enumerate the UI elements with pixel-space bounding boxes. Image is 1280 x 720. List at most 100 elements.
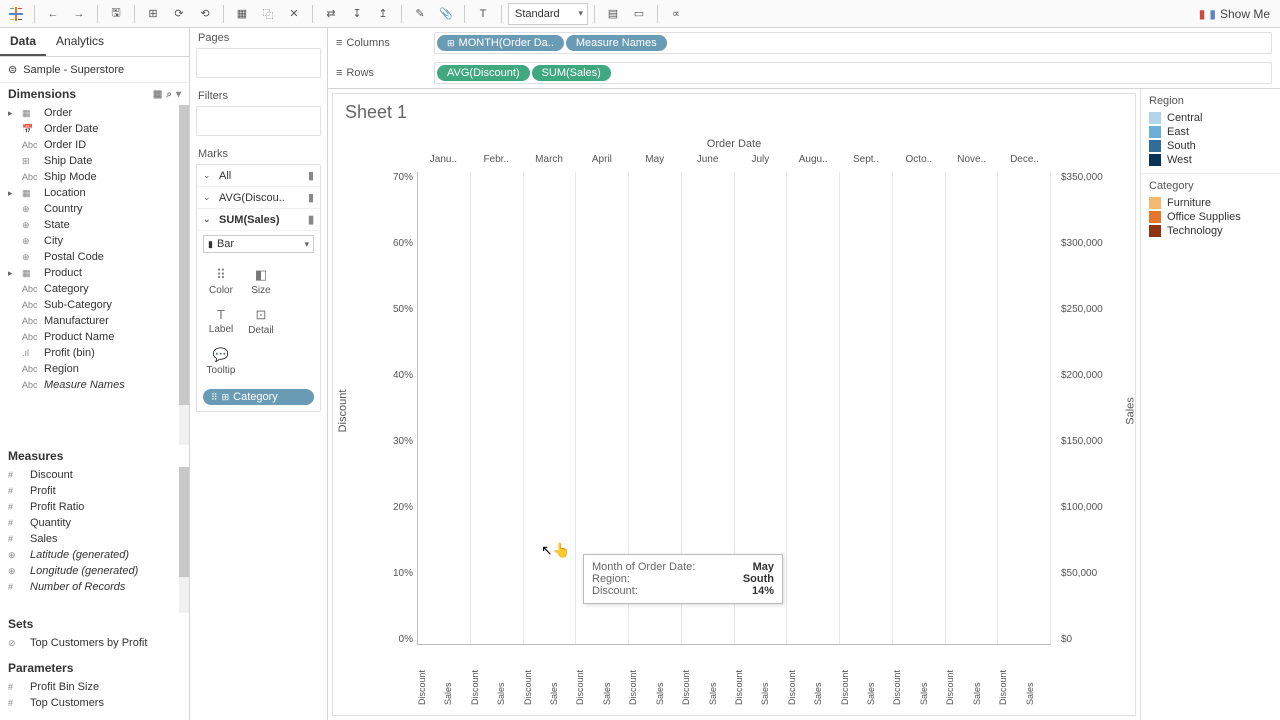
legend-item[interactable]: East	[1149, 125, 1272, 139]
legend-item[interactable]: Furniture	[1149, 196, 1272, 210]
legend-item[interactable]: Central	[1149, 111, 1272, 125]
tab-analytics[interactable]: Analytics	[46, 28, 114, 56]
field-top-customers[interactable]: #Top Customers	[0, 695, 189, 711]
field-profit-bin-size[interactable]: #Profit Bin Size	[0, 679, 189, 695]
mark-type-selector[interactable]: ▮Bar	[203, 235, 314, 253]
scrollbar-thumb[interactable]	[179, 105, 189, 405]
y-tick: 10%	[383, 568, 413, 579]
rows-shelf[interactable]: AVG(Discount)SUM(Sales)	[434, 62, 1272, 84]
field-manufacturer[interactable]: AbcManufacturer	[0, 313, 189, 329]
field-top-customers-by-profit[interactable]: ⊘Top Customers by Profit	[0, 635, 189, 651]
new-sheet-icon[interactable]: ▦	[230, 3, 254, 25]
highlight-icon[interactable]: ✎	[408, 3, 432, 25]
category-pill[interactable]: ⠿⊞Category	[203, 389, 314, 405]
field-city[interactable]: ⊕City	[0, 233, 189, 249]
cards-pane: Pages Filters Marks ⌄All▮⌄AVG(Discou..▮⌄…	[190, 28, 328, 720]
top-toolbar: ← → 🖫 ⊞ ⟳ ⟲ ▦ ⿻ ✕ ⇄ ↧ ↥ ✎ 📎 T Standard ▤…	[0, 0, 1280, 28]
pill[interactable]: ⊞MONTH(Order Da..	[437, 35, 564, 51]
y-right-axis-title: Sales	[1125, 397, 1136, 425]
duplicate-icon[interactable]: ⿻	[256, 3, 280, 25]
field-sales[interactable]: #Sales	[0, 531, 189, 547]
back-icon[interactable]: ←	[41, 3, 65, 25]
legend-item[interactable]: Office Supplies	[1149, 210, 1272, 224]
pill[interactable]: Measure Names	[566, 35, 667, 51]
visualization[interactable]: Sheet 1 Order Date Janu..Febr..MarchApri…	[332, 93, 1136, 716]
field-postal-code[interactable]: ⊕Postal Code	[0, 249, 189, 265]
refresh-data-icon[interactable]: ⟳	[167, 3, 191, 25]
label-icon[interactable]: T	[471, 3, 495, 25]
field-order-id[interactable]: AbcOrder ID	[0, 137, 189, 153]
clear-icon[interactable]: ✕	[282, 3, 306, 25]
mark-label[interactable]: TLabel	[201, 301, 241, 341]
field-profit-ratio[interactable]: #Profit Ratio	[0, 499, 189, 515]
field-location[interactable]: ▸▦Location	[0, 185, 189, 201]
tableau-logo[interactable]	[4, 3, 28, 25]
params-tree: #Profit Bin Size#Top Customers	[0, 679, 189, 719]
pill[interactable]: AVG(Discount)	[437, 65, 530, 81]
field-ship-mode[interactable]: AbcShip Mode	[0, 169, 189, 185]
field-latitude-generated-[interactable]: ⊕Latitude (generated)	[0, 547, 189, 563]
pause-icon[interactable]: ⟲	[193, 3, 217, 25]
marks-layer[interactable]: ⌄SUM(Sales)▮	[197, 209, 320, 231]
cards-icon[interactable]: ▤	[601, 3, 625, 25]
legend-item[interactable]: West	[1149, 153, 1272, 167]
tab-data[interactable]: Data	[0, 28, 46, 56]
menu-icon[interactable]: ▾	[176, 89, 181, 100]
present-icon[interactable]: ▭	[627, 3, 651, 25]
field-profit-bin-[interactable]: .ılProfit (bin)	[0, 345, 189, 361]
view-icon[interactable]: ▦	[153, 89, 162, 100]
save-icon[interactable]: 🖫	[104, 3, 128, 25]
scrollbar-thumb[interactable]	[179, 467, 189, 577]
month-label: Dece..	[998, 154, 1051, 165]
month-label: July	[734, 154, 787, 165]
x-label: Sales	[760, 670, 786, 707]
legend-item[interactable]: Technology	[1149, 224, 1272, 238]
field-product-name[interactable]: AbcProduct Name	[0, 329, 189, 345]
share-icon[interactable]: ∝	[664, 3, 688, 25]
field-region[interactable]: AbcRegion	[0, 361, 189, 377]
field-longitude-generated-[interactable]: ⊕Longitude (generated)	[0, 563, 189, 579]
mark-tooltip[interactable]: 💬Tooltip	[201, 341, 241, 381]
field-category[interactable]: AbcCategory	[0, 281, 189, 297]
field-number-of-records[interactable]: #Number of Records	[0, 579, 189, 595]
marks-layer[interactable]: ⌄All▮	[197, 165, 320, 187]
mark-color[interactable]: ⠿Color	[201, 261, 241, 301]
field-measure-names[interactable]: AbcMeasure Names	[0, 377, 189, 393]
field-quantity[interactable]: #Quantity	[0, 515, 189, 531]
group-icon[interactable]: 📎	[434, 3, 458, 25]
field-profit[interactable]: #Profit	[0, 483, 189, 499]
legend-item[interactable]: South	[1149, 139, 1272, 153]
new-data-icon[interactable]: ⊞	[141, 3, 165, 25]
search-icon[interactable]: ⌕	[166, 89, 172, 100]
forward-icon[interactable]: →	[67, 3, 91, 25]
columns-shelf[interactable]: ⊞MONTH(Order Da..Measure Names	[434, 32, 1272, 54]
field-sub-category[interactable]: AbcSub-Category	[0, 297, 189, 313]
mark-detail[interactable]: ⊡Detail	[241, 301, 281, 341]
field-product[interactable]: ▸▦Product	[0, 265, 189, 281]
x-label: Sales	[708, 670, 734, 707]
show-me-button[interactable]: ▮▮ Show Me	[1193, 7, 1276, 21]
x-label: Sales	[919, 670, 945, 707]
sort-asc-icon[interactable]: ↧	[345, 3, 369, 25]
field-country[interactable]: ⊕Country	[0, 201, 189, 217]
x-label: Discount	[523, 670, 549, 707]
field-state[interactable]: ⊕State	[0, 217, 189, 233]
field-order-date[interactable]: 📅Order Date	[0, 121, 189, 137]
legend-pane: Region CentralEastSouthWest Category Fur…	[1140, 89, 1280, 720]
x-label: Discount	[417, 670, 443, 707]
pages-shelf[interactable]	[196, 48, 321, 78]
pill[interactable]: SUM(Sales)	[532, 65, 611, 81]
measures-tree: #Discount#Profit#Profit Ratio#Quantity#S…	[0, 467, 189, 613]
datasource[interactable]: ⊜ Sample - Superstore	[0, 57, 189, 83]
marks-layer[interactable]: ⌄AVG(Discou..▮	[197, 187, 320, 209]
fit-selector[interactable]: Standard	[508, 3, 588, 25]
mark-size[interactable]: ◧Size	[241, 261, 281, 301]
axis-header: Order Date	[707, 138, 761, 150]
field-ship-date[interactable]: ⊞Ship Date	[0, 153, 189, 169]
field-discount[interactable]: #Discount	[0, 467, 189, 483]
filters-shelf[interactable]	[196, 106, 321, 136]
sort-desc-icon[interactable]: ↥	[371, 3, 395, 25]
field-order[interactable]: ▸▦Order	[0, 105, 189, 121]
marks-label: Marks	[190, 144, 327, 164]
swap-icon[interactable]: ⇄	[319, 3, 343, 25]
